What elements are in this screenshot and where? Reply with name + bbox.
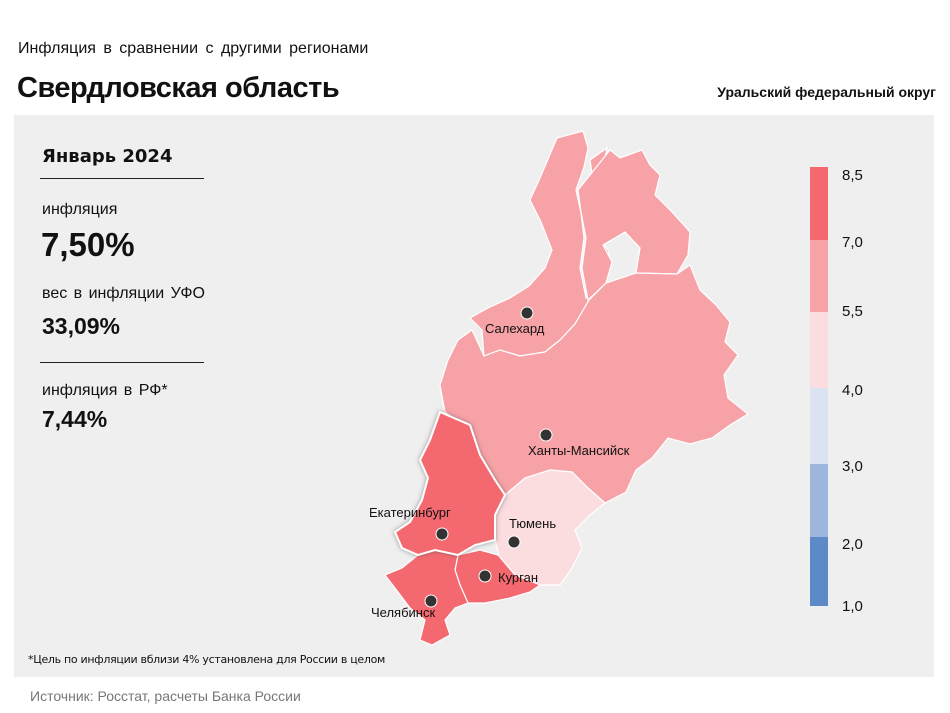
legend-tick-label: 3,0: [842, 458, 863, 475]
legend-bin: [810, 240, 828, 312]
legend-bin: [810, 537, 828, 606]
legend-tick-label: 1,0: [842, 598, 863, 615]
legend-tick-label: 5,5: [842, 303, 863, 320]
divider: [40, 178, 204, 179]
legend-bin: [810, 388, 828, 464]
legend-tick-label: 7,0: [842, 234, 863, 251]
legend-tick-label: 4,0: [842, 382, 863, 399]
legend-bin: [810, 312, 828, 388]
region-tyumen[interactable]: [494, 469, 606, 586]
city-marker-khanty-mansiysk[interactable]: Ханты-Мансийск: [528, 428, 630, 458]
legend-tick-label: 8,5: [842, 167, 863, 184]
inflation-label: инфляция: [42, 201, 118, 218]
region-sverdlovsk[interactable]: [393, 410, 507, 557]
svg-text:Тюмень: Тюмень: [509, 516, 556, 531]
city-marker-yekaterinburg[interactable]: Екатеринбург: [369, 505, 451, 541]
period-label: Январь 2024: [42, 146, 173, 167]
city-marker-tyumen[interactable]: Тюмень: [507, 516, 556, 549]
weight-label: вес в инфляции УФО: [42, 285, 205, 302]
legend-tick-label: 2,0: [842, 536, 863, 553]
svg-text:Ханты-Мансийск: Ханты-Мансийск: [528, 443, 630, 458]
svg-text:Курган: Курган: [498, 570, 538, 585]
inflation-value: 7,50%: [41, 226, 135, 263]
page-subtitle: Инфляция в сравнении с другими регионами: [18, 40, 369, 57]
city-marker-kurgan[interactable]: Курган: [478, 569, 538, 585]
city-marker-salekhard[interactable]: Салехард: [485, 306, 545, 336]
footnote: *Цель по инфляции вблизи 4% установлена …: [28, 653, 386, 666]
svg-text:Екатеринбург: Екатеринбург: [369, 505, 451, 520]
city-marker-chelyabinsk[interactable]: Челябинск: [371, 594, 438, 620]
region-yamal-east[interactable]: [577, 149, 691, 302]
weight-value: 33,09%: [42, 313, 121, 339]
svg-text:Салехард: Салехард: [485, 321, 545, 336]
district-label: Уральский федеральный округ: [717, 84, 936, 100]
rf-inflation-value: 7,44%: [42, 406, 108, 432]
source-note: Источник: Росстат, расчеты Банка России: [30, 688, 301, 704]
color-scale-legend: 8,5 7,0 5,5 4,0 3,0 2,0 1,0: [810, 167, 863, 615]
svg-text:Челябинск: Челябинск: [371, 605, 435, 620]
page-title: Свердловская область: [17, 72, 340, 104]
legend-bin: [810, 167, 828, 240]
divider: [40, 362, 204, 363]
rf-inflation-label: инфляция в РФ*: [42, 382, 168, 399]
legend-bin: [810, 464, 828, 537]
